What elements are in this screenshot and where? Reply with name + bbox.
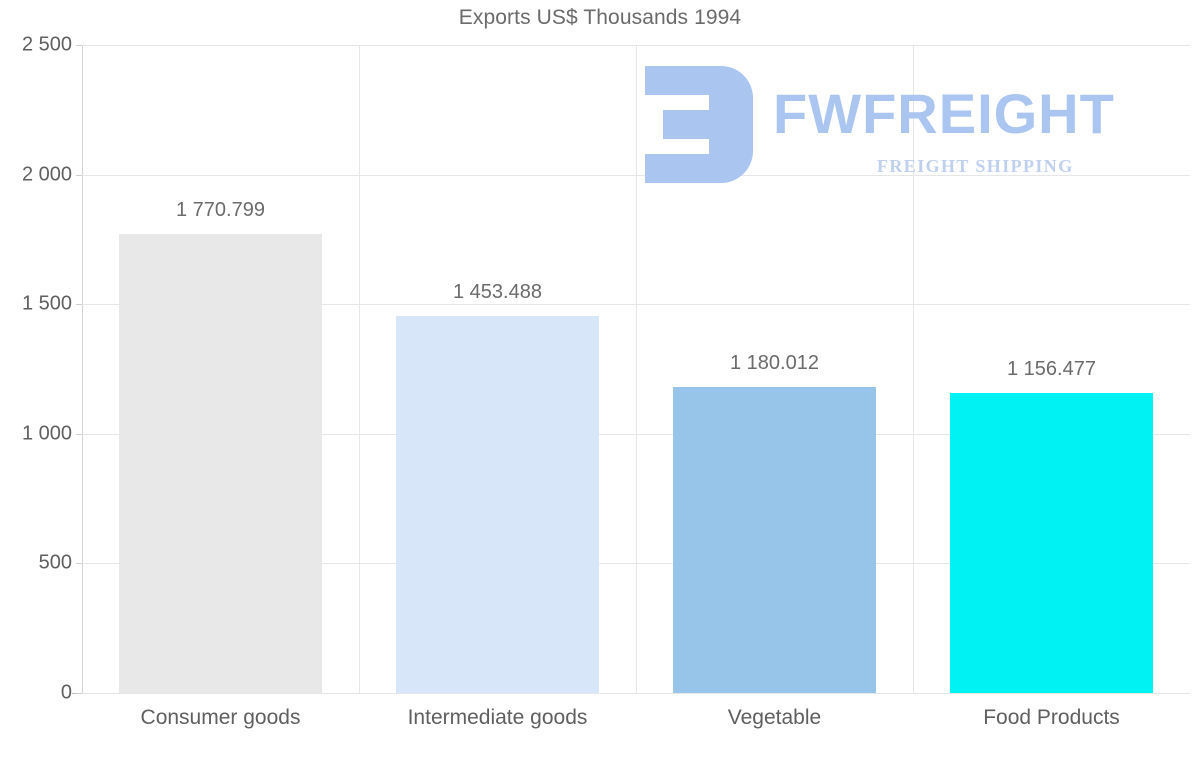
- gridline-vertical: [359, 45, 360, 693]
- bar[interactable]: [119, 234, 322, 693]
- gridline-horizontal: [82, 693, 1190, 694]
- bar[interactable]: [673, 387, 876, 693]
- y-axis-tick-label: 500: [38, 551, 72, 574]
- bar-value-label: 1 770.799: [176, 199, 265, 221]
- y-axis-tick-label: 2 000: [21, 163, 72, 186]
- x-axis-tick-label: Food Products: [983, 706, 1120, 729]
- y-axis-line: [82, 45, 83, 694]
- bar[interactable]: [950, 393, 1153, 693]
- y-axis-tick-label: 2 500: [21, 33, 72, 56]
- x-axis-tick-label: Consumer goods: [140, 706, 301, 729]
- gridline-vertical: [913, 45, 914, 693]
- plot-area: 1 770.799 1 453.488 1 180.012 1 156.477: [82, 45, 1190, 694]
- chart-title: Exports US$ Thousands 1994: [458, 6, 742, 29]
- bar[interactable]: [396, 316, 599, 693]
- x-axis-tick-label: Intermediate goods: [407, 706, 588, 729]
- bar-value-label: 1 180.012: [730, 352, 819, 375]
- gridline-vertical: [636, 45, 637, 693]
- x-axis-tick-label: Vegetable: [727, 706, 822, 729]
- y-axis-tick-label: 1 000: [21, 422, 72, 445]
- y-axis-tick-label: 0: [60, 681, 72, 704]
- y-axis-tick-label: 1 500: [21, 292, 72, 315]
- bar-value-label: 1 156.477: [1007, 358, 1096, 381]
- bar-value-label: 1 453.488: [453, 281, 542, 304]
